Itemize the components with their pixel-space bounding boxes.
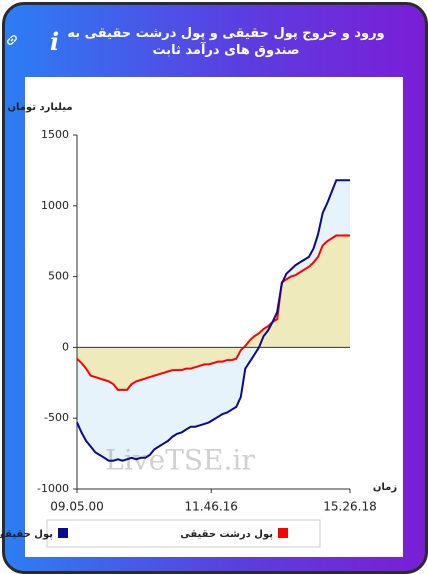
y-axis-title: میلیارد تومان [7, 102, 72, 113]
x-tick-label: 15.26.18 [323, 500, 376, 514]
legend-swatch [58, 528, 68, 538]
y-tick-label: -500 [44, 411, 69, 424]
x-axis-title: زمان [373, 482, 397, 493]
y-tick-label: -1000 [37, 482, 69, 495]
x-tick-label: 09.05.00 [50, 500, 103, 514]
y-tick-label: 1500 [41, 128, 69, 141]
link-icon[interactable] [5, 33, 19, 47]
legend-box [46, 519, 321, 548]
area-fill [77, 180, 350, 461]
chart-title: ورود و خروج پول حقیقی و پول درشت حقیقی ب… [67, 26, 385, 58]
y-tick-label: 500 [48, 270, 69, 283]
x-tick-label: 11.46.16 [185, 500, 238, 514]
legend-swatch [278, 528, 288, 538]
series-line [76, 234, 350, 391]
y-tick-label: 0 [62, 340, 69, 353]
series-line [76, 179, 350, 462]
y-tick-label: 1000 [41, 199, 69, 212]
watermark: LiveTSE.ir [105, 444, 255, 477]
legend-label: پول درشت حقیقی [180, 529, 273, 540]
area-fill [77, 235, 350, 390]
info-icon[interactable]: i [50, 27, 60, 56]
legend-label: پول حقیقی [0, 529, 53, 540]
